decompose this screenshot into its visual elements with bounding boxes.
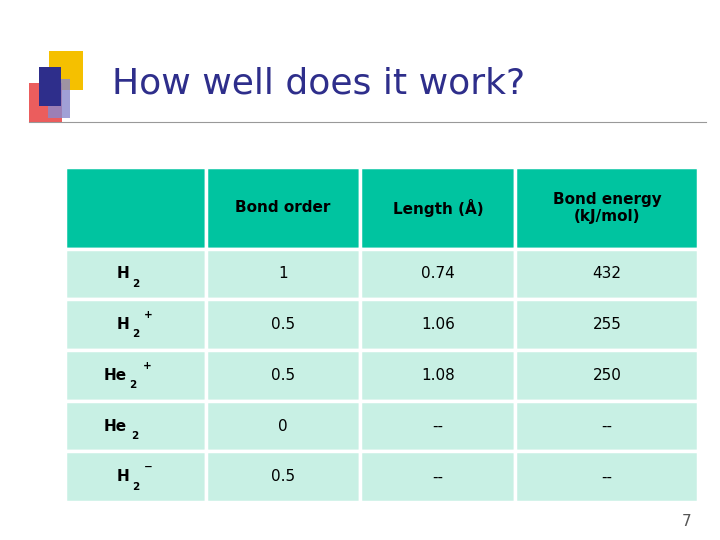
Bar (39, 67, 61, 106)
Bar (65, 451, 206, 502)
Text: 250: 250 (593, 368, 621, 383)
Bar (65, 299, 206, 350)
Text: --: -- (601, 418, 613, 434)
Text: H: H (117, 266, 130, 281)
Text: 1: 1 (278, 266, 288, 281)
Bar (361, 350, 516, 401)
Text: --: -- (601, 469, 613, 484)
Bar (361, 451, 516, 502)
Bar (516, 167, 698, 248)
Text: 255: 255 (593, 317, 621, 332)
Text: 2: 2 (132, 279, 140, 289)
Bar (516, 350, 698, 401)
Text: He: He (104, 418, 127, 434)
Text: 0.5: 0.5 (271, 368, 295, 383)
Text: He: He (104, 368, 127, 383)
Text: 0: 0 (278, 418, 288, 434)
Bar (206, 248, 361, 299)
Text: 2: 2 (132, 431, 139, 441)
Bar (206, 299, 361, 350)
Text: 2: 2 (130, 380, 137, 390)
Bar (29, 83, 63, 122)
Text: +: + (143, 361, 151, 370)
Bar (516, 299, 698, 350)
Text: 0.74: 0.74 (421, 266, 455, 281)
Text: 0.5: 0.5 (271, 317, 295, 332)
Bar (206, 401, 361, 451)
Text: 1.08: 1.08 (421, 368, 455, 383)
Bar (516, 248, 698, 299)
Bar (65, 401, 206, 451)
Bar (50, 51, 83, 90)
Text: H: H (117, 469, 130, 484)
Text: Length (Å): Length (Å) (392, 199, 483, 217)
Bar (206, 451, 361, 502)
Text: H: H (117, 317, 130, 332)
Bar (361, 299, 516, 350)
Bar (65, 350, 206, 401)
Text: 7: 7 (682, 514, 691, 529)
Text: Bond order: Bond order (235, 200, 330, 215)
Text: 2: 2 (132, 482, 140, 491)
Bar (361, 401, 516, 451)
Text: 2: 2 (132, 329, 140, 339)
Text: 0.5: 0.5 (271, 469, 295, 484)
Text: --: -- (433, 469, 444, 484)
Bar (206, 350, 361, 401)
Text: 1.06: 1.06 (421, 317, 455, 332)
Bar (361, 248, 516, 299)
Text: --: -- (433, 418, 444, 434)
Bar (48, 79, 71, 118)
Text: 432: 432 (593, 266, 621, 281)
Bar (516, 401, 698, 451)
Bar (361, 167, 516, 248)
Bar (516, 451, 698, 502)
Bar (65, 248, 206, 299)
Text: −: − (144, 462, 153, 472)
Text: +: + (144, 310, 153, 320)
Text: Bond energy
(kJ/mol): Bond energy (kJ/mol) (552, 192, 661, 224)
Bar (206, 167, 361, 248)
Bar (65, 167, 206, 248)
Text: How well does it work?: How well does it work? (112, 67, 525, 100)
